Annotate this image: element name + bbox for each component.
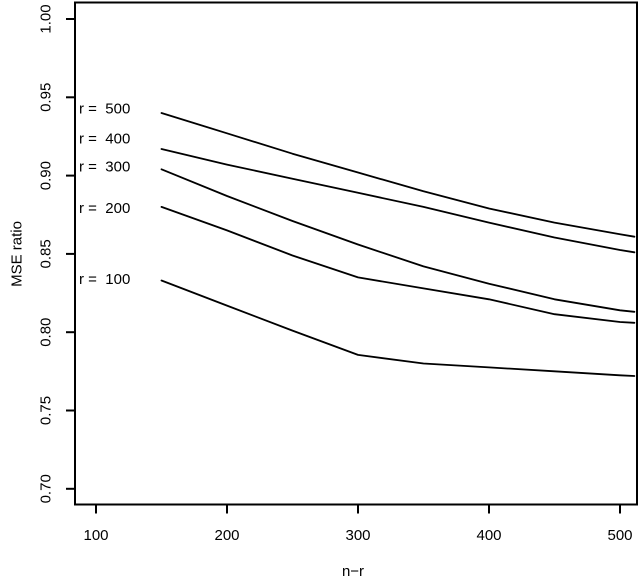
plot-border xyxy=(74,1,638,506)
x-tick-label: 100 xyxy=(83,527,108,544)
series-label: r = 300 xyxy=(79,158,130,175)
y-tick-label: 0.85 xyxy=(38,239,55,268)
x-tick-label: 200 xyxy=(214,527,239,544)
series-line xyxy=(160,148,636,254)
series-label: r = 100 xyxy=(79,271,130,288)
x-tick-label: 400 xyxy=(476,527,501,544)
series-line xyxy=(160,206,636,324)
y-axis-ticks: 0.70 0.75 0.80 0.85 0.90 0.95 1.00 xyxy=(38,4,75,503)
y-tick-label: 0.90 xyxy=(38,161,55,190)
series-labels: r = 500 r = 400 r = 300 r = 200 r = 100 xyxy=(79,101,130,289)
series-line xyxy=(160,168,636,313)
series-line xyxy=(160,279,636,377)
x-tick-label: 500 xyxy=(607,527,632,544)
y-tick-label: 0.70 xyxy=(38,474,55,503)
y-tick-label: 1.00 xyxy=(38,4,55,33)
y-tick-label: 0.95 xyxy=(38,83,55,112)
series-line xyxy=(160,112,636,238)
y-tick-label: 0.75 xyxy=(38,396,55,425)
x-tick-label: 300 xyxy=(345,527,370,544)
x-axis-title: n−r xyxy=(342,563,364,580)
series-lines xyxy=(160,112,636,377)
series-label: r = 400 xyxy=(79,130,130,147)
y-tick-label: 0.80 xyxy=(38,318,55,347)
x-axis-ticks: 100 200 300 400 500 xyxy=(83,504,633,544)
series-label: r = 200 xyxy=(79,200,130,217)
y-axis-title: MSE ratio xyxy=(9,221,26,287)
series-label: r = 500 xyxy=(79,101,130,118)
